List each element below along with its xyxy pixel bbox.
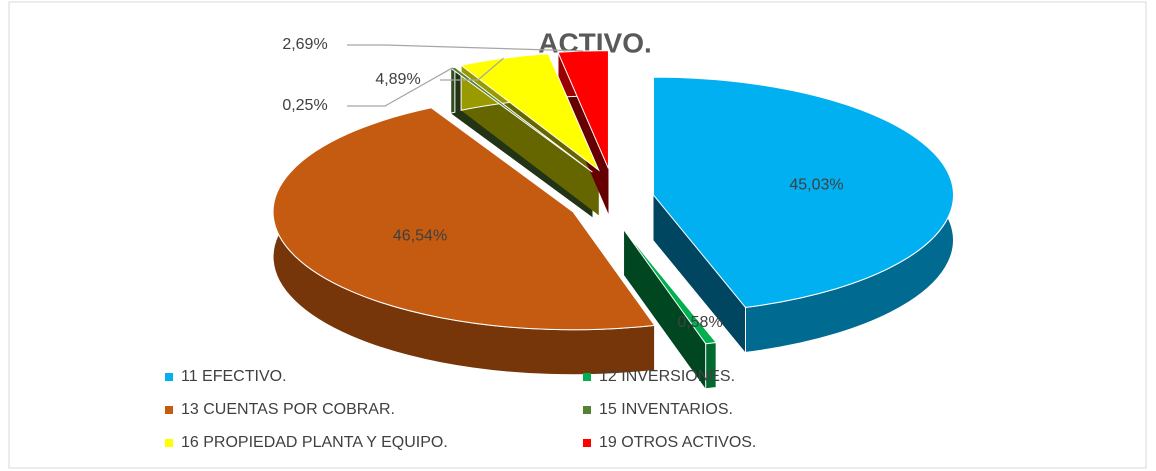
legend-label: 19 OTROS ACTIVOS. bbox=[599, 434, 756, 451]
data-label: 4,89% bbox=[375, 71, 420, 88]
legend-swatch bbox=[583, 439, 591, 447]
legend-swatch bbox=[583, 373, 591, 381]
leader-line bbox=[440, 57, 504, 81]
slice-wall bbox=[653, 195, 746, 353]
leader-line bbox=[347, 44, 584, 52]
slice bbox=[623, 229, 718, 345]
legend-swatch bbox=[165, 406, 173, 414]
legend-label: 16 PROPIEDAD PLANTA Y EQUIPO. bbox=[181, 434, 448, 451]
slice bbox=[557, 50, 609, 169]
data-label: 2,69% bbox=[282, 36, 327, 53]
data-label: 45,03% bbox=[789, 176, 843, 193]
legend-swatch bbox=[583, 406, 591, 414]
legend-label: 15 INVENTARIOS. bbox=[599, 401, 733, 418]
legend-label: 12 INVERSIONES. bbox=[599, 368, 735, 385]
slice bbox=[272, 107, 656, 331]
slice-rim bbox=[450, 66, 456, 114]
legend-swatch bbox=[165, 439, 173, 447]
legend-swatch bbox=[165, 373, 173, 381]
slice bbox=[652, 76, 954, 308]
legend-label: 11 EFECTIVO. bbox=[181, 368, 287, 385]
data-label: 0,25% bbox=[282, 97, 327, 114]
leader-line bbox=[347, 67, 454, 107]
data-label: 46,54% bbox=[393, 227, 447, 244]
slice-side bbox=[624, 230, 717, 390]
data-label: 0,58% bbox=[677, 314, 722, 331]
slice-wall bbox=[624, 230, 706, 389]
legend-label: 13 CUENTAS POR COBRAR. bbox=[181, 401, 395, 418]
